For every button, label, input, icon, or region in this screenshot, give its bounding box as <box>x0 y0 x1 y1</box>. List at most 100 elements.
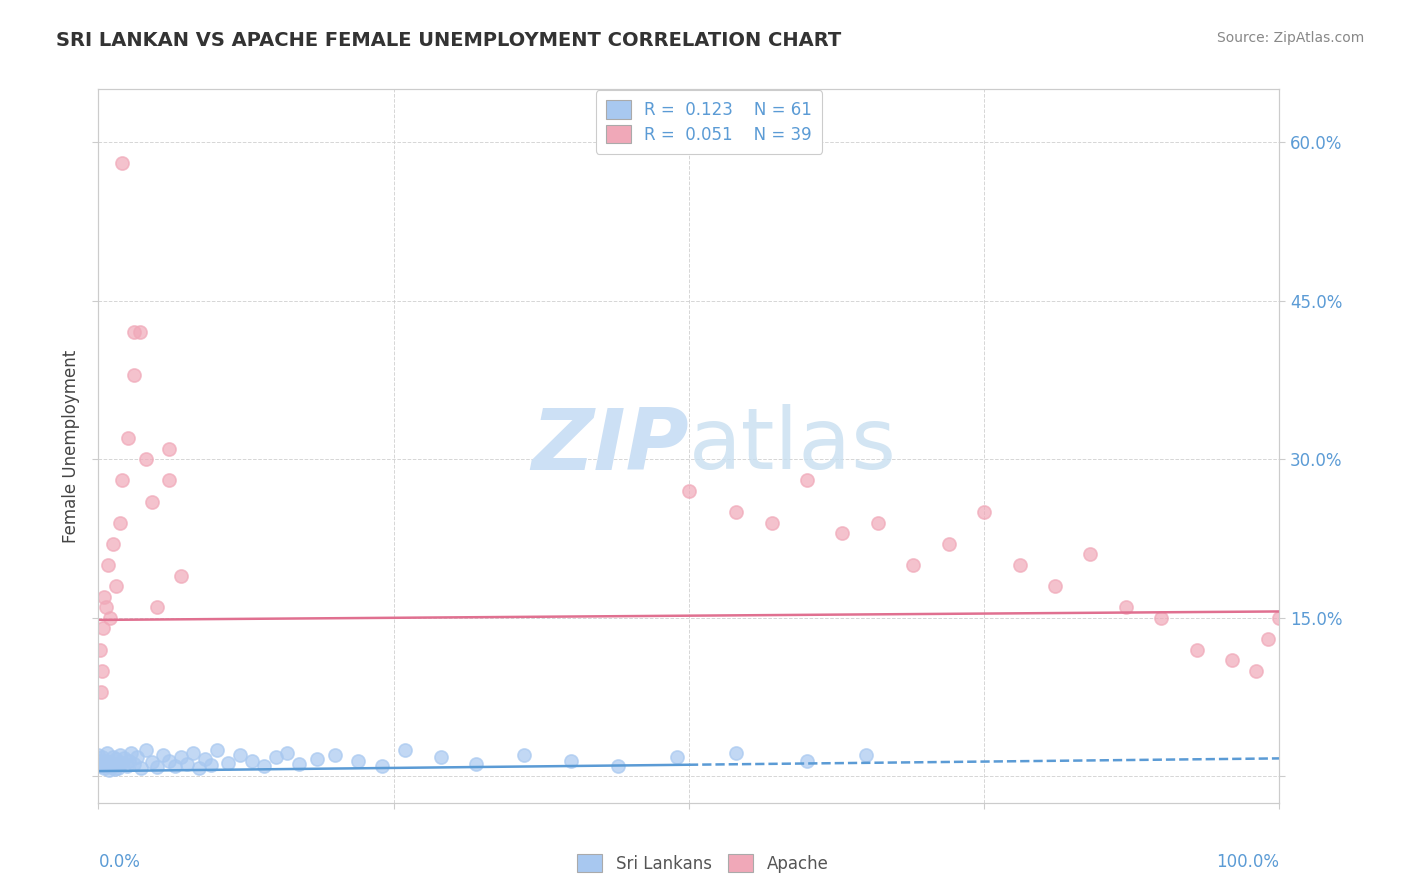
Point <box>89 642 111 657</box>
Point <box>105 752 128 766</box>
Point <box>288 756 311 771</box>
Point <box>96 746 118 760</box>
Point <box>866 516 889 530</box>
Point <box>135 452 157 467</box>
Point <box>170 750 193 764</box>
Point <box>157 754 180 768</box>
Point <box>512 748 534 763</box>
Point <box>135 743 157 757</box>
Point <box>87 748 110 763</box>
Point <box>107 761 129 775</box>
Point <box>796 754 818 768</box>
Point <box>91 750 114 764</box>
Text: 100.0%: 100.0% <box>1216 853 1279 871</box>
Point <box>1185 642 1208 657</box>
Point <box>1220 653 1243 667</box>
Point <box>111 756 134 770</box>
Point <box>607 759 630 773</box>
Point <box>146 760 169 774</box>
Point <box>112 751 135 765</box>
Point <box>100 760 122 774</box>
Text: ZIP: ZIP <box>531 404 689 488</box>
Point <box>97 759 120 773</box>
Point <box>170 568 193 582</box>
Point <box>101 537 124 551</box>
Point <box>761 516 783 530</box>
Point <box>194 752 217 766</box>
Point <box>94 600 117 615</box>
Point <box>141 494 163 508</box>
Point <box>430 750 453 764</box>
Point <box>1115 600 1137 615</box>
Point <box>1043 579 1066 593</box>
Point <box>323 748 346 763</box>
Point <box>200 757 222 772</box>
Point <box>725 746 748 760</box>
Text: atlas: atlas <box>689 404 897 488</box>
Point <box>97 558 120 572</box>
Point <box>465 756 488 771</box>
Point <box>98 611 121 625</box>
Point <box>229 748 252 763</box>
Point <box>176 756 198 771</box>
Point <box>855 748 877 763</box>
Point <box>1150 611 1173 625</box>
Point <box>1244 664 1267 678</box>
Point <box>276 746 298 760</box>
Point <box>371 759 394 773</box>
Legend: R =  0.123    N = 61, R =  0.051    N = 39: R = 0.123 N = 61, R = 0.051 N = 39 <box>596 90 823 153</box>
Point <box>90 685 112 699</box>
Point <box>187 761 209 775</box>
Point <box>91 621 114 635</box>
Point <box>796 474 818 488</box>
Point <box>121 746 143 760</box>
Point <box>347 754 370 768</box>
Point <box>678 483 700 498</box>
Point <box>129 761 152 775</box>
Point <box>108 516 131 530</box>
Point <box>1080 547 1102 561</box>
Point <box>115 759 138 773</box>
Legend: Sri Lankans, Apache: Sri Lankans, Apache <box>571 847 835 880</box>
Point <box>118 754 141 768</box>
Point <box>101 750 124 764</box>
Point <box>111 156 134 170</box>
Point <box>264 750 287 764</box>
Point <box>305 752 328 766</box>
Point <box>1008 558 1031 572</box>
Point <box>105 757 128 772</box>
Text: Source: ZipAtlas.com: Source: ZipAtlas.com <box>1216 31 1364 45</box>
Point <box>103 756 125 771</box>
Point <box>91 664 114 678</box>
Point <box>1257 632 1279 646</box>
Point <box>98 755 121 769</box>
Point <box>181 746 204 760</box>
Y-axis label: Female Unemployment: Female Unemployment <box>62 350 80 542</box>
Point <box>157 442 180 456</box>
Point <box>122 368 145 382</box>
Point <box>253 759 276 773</box>
Point <box>93 761 115 775</box>
Point <box>205 743 228 757</box>
Point <box>89 754 111 768</box>
Point <box>1268 611 1291 625</box>
Point <box>165 759 187 773</box>
Point <box>117 431 139 445</box>
Point <box>93 590 115 604</box>
Point <box>240 754 263 768</box>
Point <box>111 474 134 488</box>
Point <box>90 759 112 773</box>
Text: SRI LANKAN VS APACHE FEMALE UNEMPLOYMENT CORRELATION CHART: SRI LANKAN VS APACHE FEMALE UNEMPLOYMENT… <box>56 31 841 50</box>
Point <box>98 763 121 777</box>
Point <box>104 762 127 776</box>
Point <box>725 505 748 519</box>
Point <box>146 600 169 615</box>
Point <box>217 756 239 770</box>
Point <box>666 750 689 764</box>
Point <box>94 754 117 768</box>
Point <box>141 755 163 769</box>
Point <box>152 748 174 763</box>
Point <box>394 743 416 757</box>
Point <box>128 326 150 340</box>
Point <box>831 526 853 541</box>
